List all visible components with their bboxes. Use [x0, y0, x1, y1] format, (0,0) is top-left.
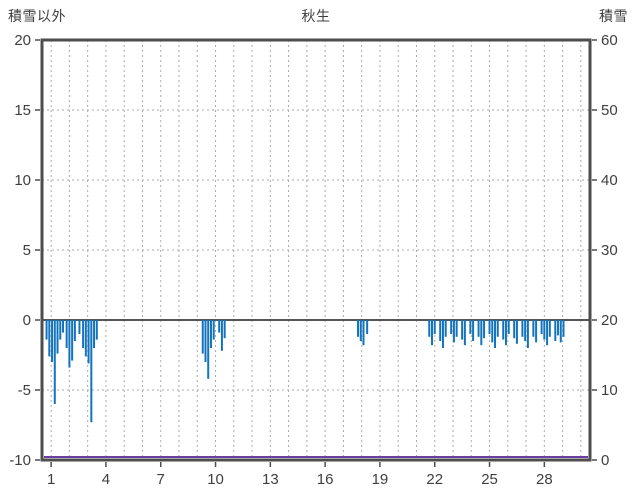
- left-tick-label: 5: [23, 242, 31, 259]
- precip-bar: [546, 320, 549, 346]
- x-tick-label: 28: [536, 471, 553, 488]
- precip-bar: [65, 320, 68, 348]
- precip-bar: [73, 320, 76, 341]
- right-tick-label: 40: [601, 172, 618, 189]
- precip-bar: [504, 320, 507, 346]
- precip-bar: [48, 320, 51, 357]
- precip-bar: [521, 320, 524, 337]
- precip-bar: [71, 320, 74, 361]
- left-tick-label: 15: [14, 102, 31, 119]
- precip-bar: [366, 320, 369, 334]
- x-tick-label: 10: [207, 471, 224, 488]
- precip-bar: [428, 320, 431, 337]
- precip-bar: [439, 320, 442, 341]
- x-tick-label: 25: [481, 471, 498, 488]
- precip-bar: [526, 320, 529, 348]
- precip-bar: [433, 320, 436, 334]
- precip-bar: [480, 320, 483, 346]
- left-axis-title: 積雪以外: [8, 8, 66, 24]
- precip-bar: [450, 320, 453, 334]
- precip-bar: [201, 320, 204, 354]
- precip-bar: [212, 320, 215, 340]
- precip-bar: [51, 320, 54, 362]
- x-tick-label: 16: [317, 471, 334, 488]
- precip-bar: [95, 320, 98, 340]
- precip-bar: [59, 320, 62, 340]
- precip-bar: [557, 320, 560, 336]
- precip-bar: [562, 320, 565, 337]
- precip-bar: [362, 320, 365, 346]
- x-tick-label: 1: [47, 471, 55, 488]
- left-tick-label: 0: [23, 312, 31, 329]
- precip-bar: [513, 320, 516, 339]
- left-tick-label: -5: [18, 382, 31, 399]
- x-tick-label: 22: [426, 471, 443, 488]
- precip-bar: [45, 320, 48, 340]
- x-tick-label: 13: [262, 471, 279, 488]
- right-tick-label: 30: [601, 242, 618, 259]
- left-tick-label: 20: [14, 32, 31, 49]
- right-axis-title: 積雪: [599, 8, 628, 24]
- precip-bar: [62, 320, 65, 333]
- precip-bar: [56, 320, 59, 354]
- precip-bar: [204, 320, 207, 362]
- precip-bar: [532, 320, 535, 337]
- precip-bar: [357, 320, 360, 337]
- precip-bar: [444, 320, 447, 337]
- right-tick-label: 0: [601, 452, 609, 469]
- precip-bar: [87, 320, 90, 364]
- plot-frame: [40, 38, 592, 462]
- chart-title: 秋生: [301, 8, 331, 24]
- precip-bar: [463, 320, 466, 346]
- precip-bar: [540, 320, 543, 334]
- right-tick-label: 60: [601, 32, 618, 49]
- precip-bar: [441, 320, 444, 348]
- precip-bar: [515, 320, 518, 344]
- precip-bar: [53, 320, 56, 404]
- precip-bar: [543, 320, 546, 340]
- precip-bar: [223, 320, 226, 339]
- precip-bar: [82, 320, 85, 348]
- precip-bar: [220, 320, 223, 351]
- precip-bar: [535, 320, 538, 343]
- precip-bar: [494, 320, 497, 348]
- precip-bar: [483, 320, 486, 339]
- right-tick-label: 10: [601, 382, 618, 399]
- precip-bar: [507, 320, 510, 334]
- precip-bar: [461, 320, 464, 340]
- right-tick-label: 50: [601, 102, 618, 119]
- precip-bar: [68, 320, 71, 368]
- precip-bar: [93, 320, 96, 348]
- left-tick-label: -10: [9, 452, 31, 469]
- x-tick-label: 7: [157, 471, 165, 488]
- precip-bar: [90, 320, 93, 423]
- precip-bar: [491, 320, 494, 343]
- left-tick-label: 10: [14, 172, 31, 189]
- x-tick-label: 19: [372, 471, 389, 488]
- precip-bar: [554, 320, 557, 341]
- precip-bar: [455, 320, 458, 337]
- precip-bar: [502, 320, 505, 340]
- precip-bar: [472, 320, 475, 341]
- precip-bar: [207, 320, 210, 379]
- precip-bar: [209, 320, 212, 348]
- precip-bar: [488, 320, 491, 334]
- precip-bar: [218, 320, 221, 333]
- precip-bar: [84, 320, 87, 357]
- precip-bar: [430, 320, 433, 346]
- precip-bar: [359, 320, 362, 341]
- x-tick-label: 4: [102, 471, 110, 488]
- precip-bar: [559, 320, 562, 343]
- precip-bar: [452, 320, 455, 343]
- right-tick-label: 20: [601, 312, 618, 329]
- precip-bar: [524, 320, 527, 341]
- precip-bar: [496, 320, 499, 337]
- precip-bar: [78, 320, 81, 334]
- precip-bar: [477, 320, 480, 337]
- precip-bar: [548, 320, 551, 337]
- precip-bar: [469, 320, 472, 334]
